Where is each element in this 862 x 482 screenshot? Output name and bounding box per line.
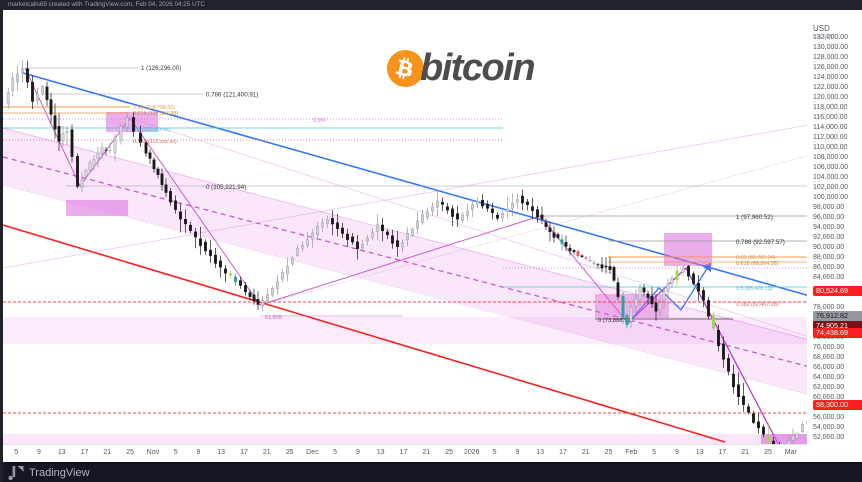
svg-text:0.5 (85,426.13): 0.5 (85,426.13) xyxy=(736,286,773,292)
svg-text:0.618 (88,364.98): 0.618 (88,364.98) xyxy=(736,261,779,267)
svg-text:1 (126,296.00): 1 (126,296.00) xyxy=(141,65,181,72)
svg-text:0.5 (115,xxx.xx): 0.5 (115,xxx.xx) xyxy=(133,127,171,133)
svg-text:0.786 (92,597.57): 0.786 (92,597.57) xyxy=(736,239,785,246)
svg-text:0.618 (118,364.98): 0.618 (118,364.98) xyxy=(133,111,178,117)
svg-text:0 (105,221.94): 0 (105,221.94) xyxy=(206,184,246,191)
svg-text:61,805: 61,805 xyxy=(265,315,282,321)
svg-text:0.382 (82,467.28): 0.382 (82,467.28) xyxy=(736,302,779,308)
svg-text:0.0%: 0.0% xyxy=(313,118,325,124)
svg-text:1 (97,960.52): 1 (97,960.52) xyxy=(736,214,773,221)
svg-text:0.786 (121,400.91): 0.786 (121,400.91) xyxy=(206,92,258,99)
